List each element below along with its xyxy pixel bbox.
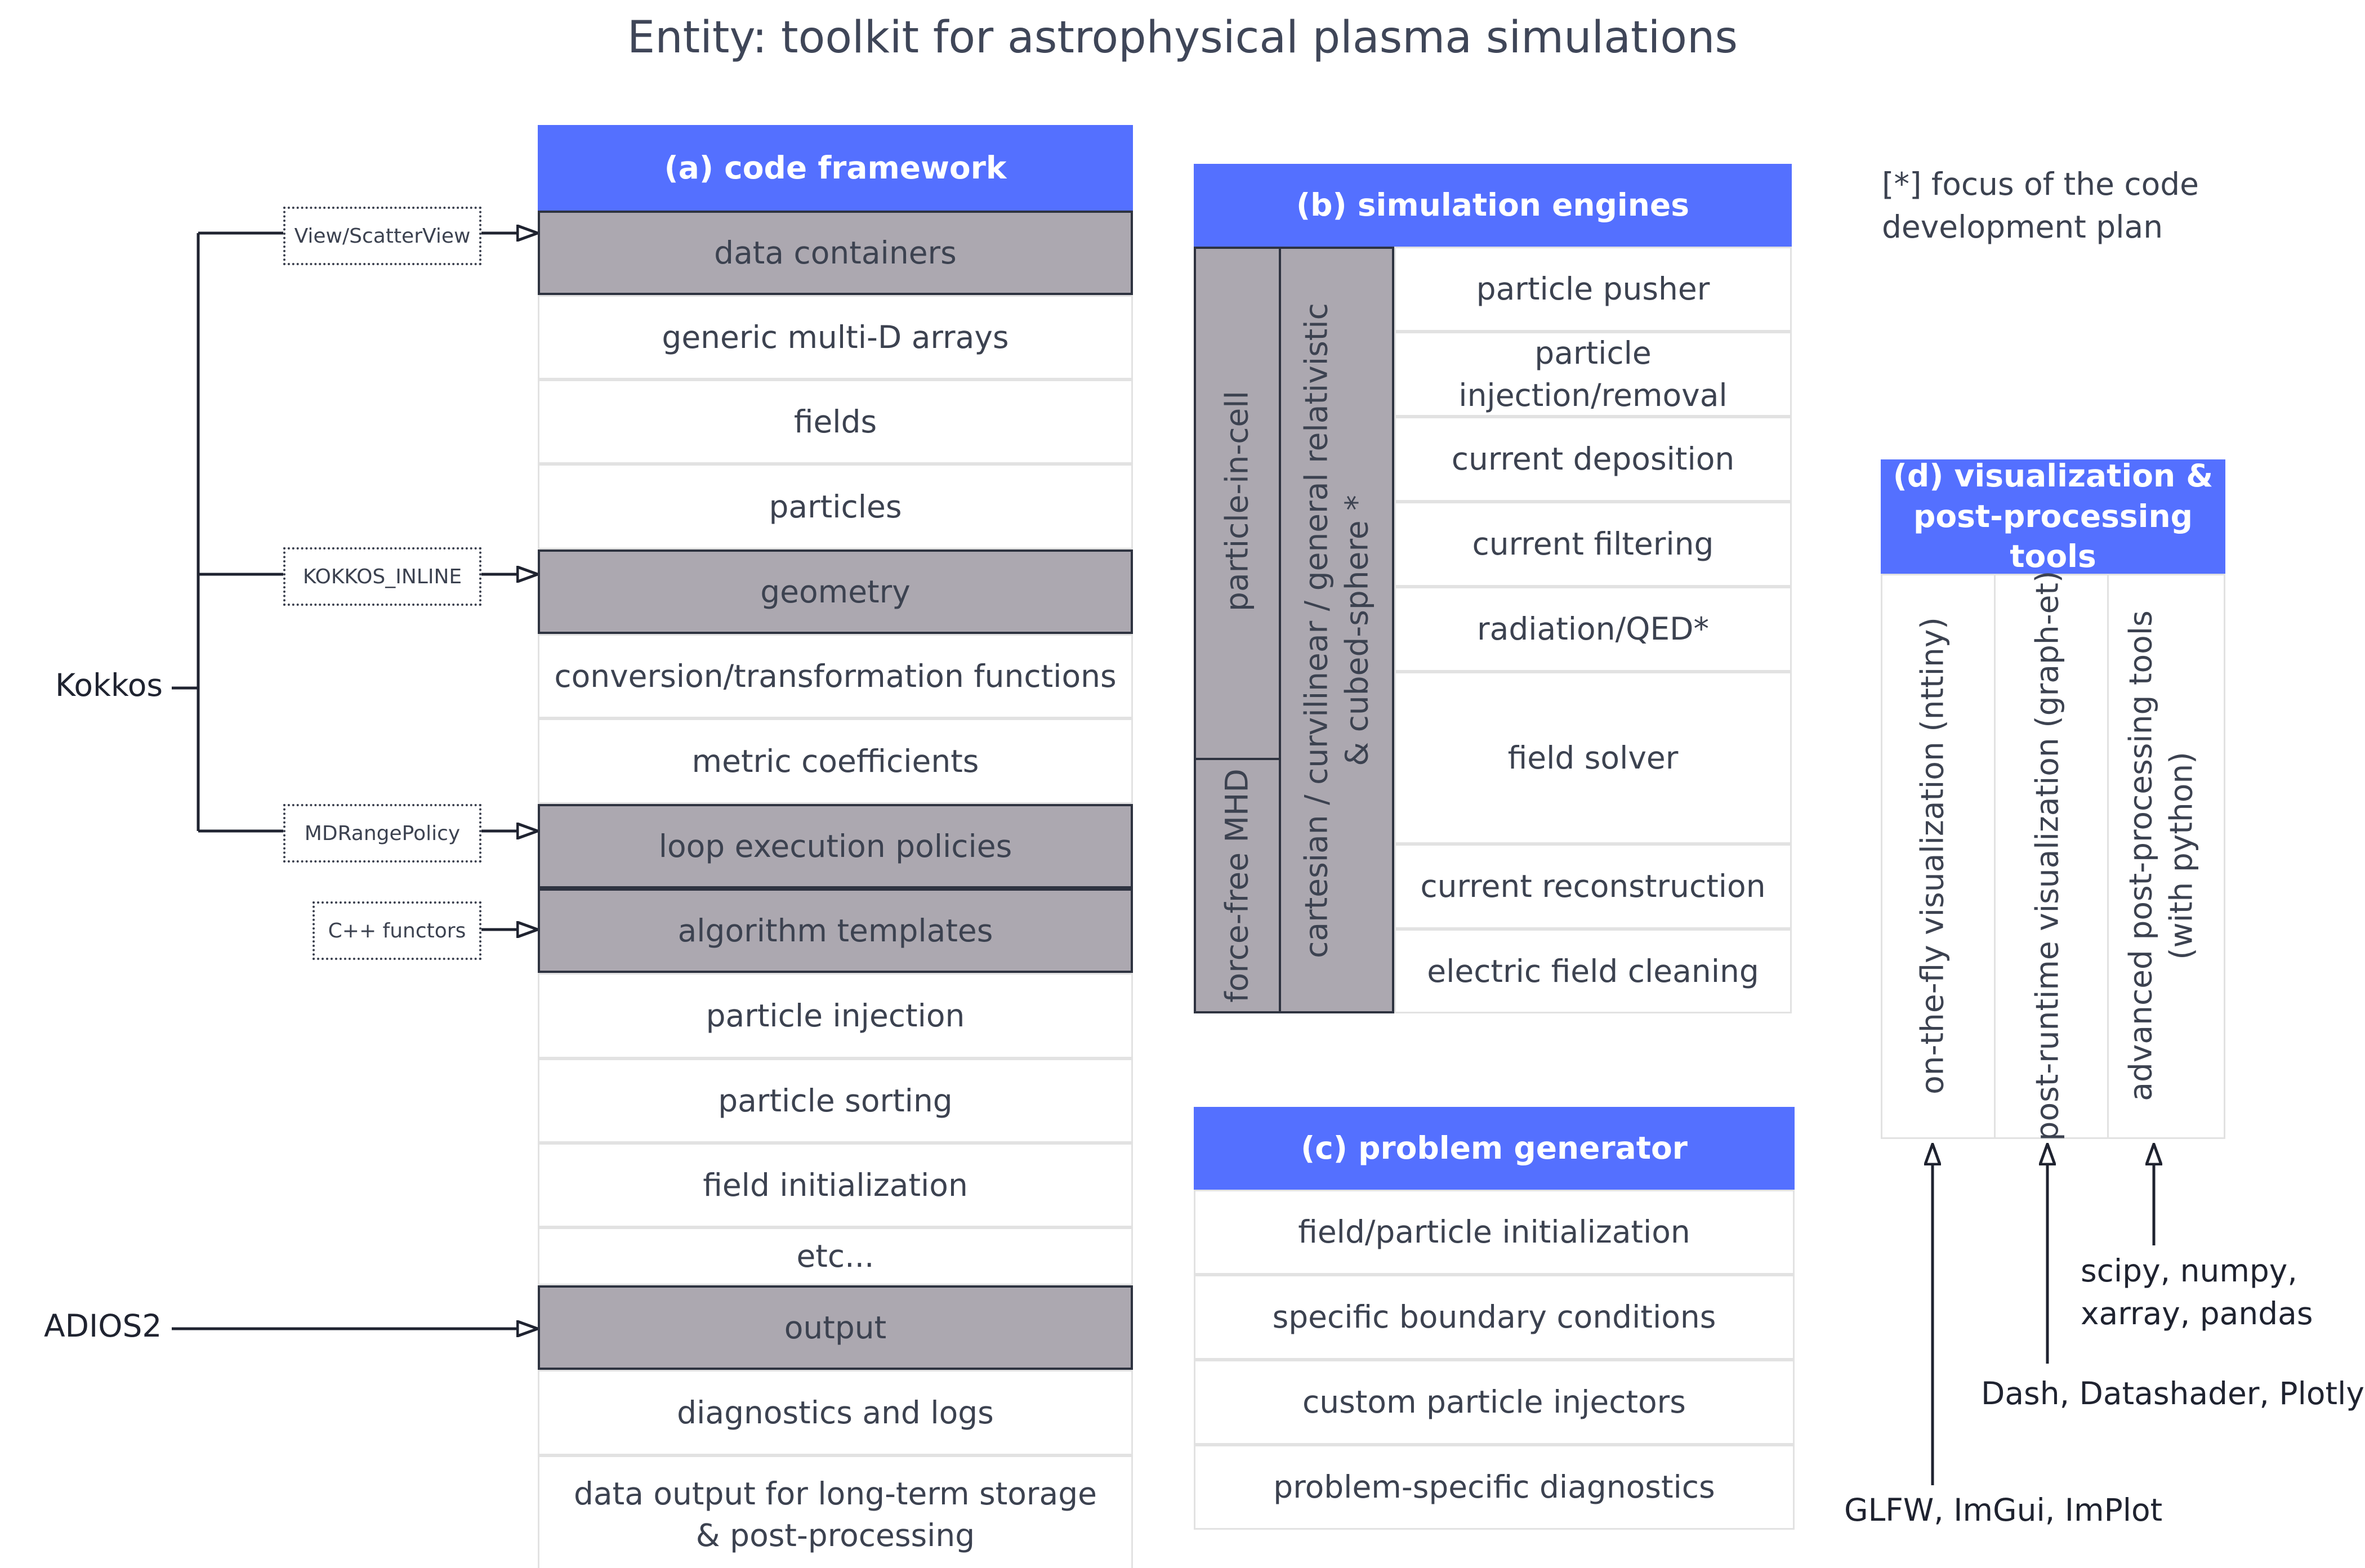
engines-row-radiation-qed: radiation/QED* bbox=[1394, 587, 1792, 672]
kokkos-label: Kokkos bbox=[55, 667, 163, 703]
engines-geometry-label: cartesian / curvilinear / general relati… bbox=[1298, 303, 1375, 958]
engines-row-field-solver: field solver bbox=[1394, 672, 1792, 844]
visualization-col-graphet bbox=[1994, 574, 2109, 1139]
engines-pic-block bbox=[1194, 247, 1281, 760]
visualization-col-nttiny-label: on-the-fly visualization (nttiny) bbox=[1914, 617, 1951, 1095]
focus-note: [*] focus of the code development plan bbox=[1882, 166, 2199, 245]
engines-ffmhd-block bbox=[1194, 758, 1281, 1013]
framework-row-diagnostics: diagnostics and logs bbox=[538, 1370, 1133, 1455]
visualization-header: (d) visualization & post-processing tool… bbox=[1881, 458, 2225, 574]
framework-row-particle-sorting: particle sorting bbox=[538, 1058, 1133, 1143]
problem-generator-row-boundary: specific boundary conditions bbox=[1194, 1275, 1795, 1360]
framework-row-data-containers: data containers bbox=[538, 211, 1133, 295]
engines-row-field-cleaning: electric field cleaning bbox=[1394, 929, 1792, 1013]
framework-row-output: output bbox=[538, 1285, 1133, 1370]
framework-row-particles: particles bbox=[538, 464, 1133, 550]
diagram-title: Entity: toolkit for astrophysical plasma… bbox=[627, 12, 1738, 63]
engines-row-current-deposition: current deposition bbox=[1394, 417, 1792, 502]
adios2-label: ADIOS2 bbox=[44, 1308, 162, 1344]
engines-geometry-block bbox=[1279, 247, 1394, 1013]
engines-row-injection-removal: particle injection/removal bbox=[1394, 332, 1792, 417]
framework-row-algorithm-templates: algorithm templates bbox=[538, 888, 1133, 973]
framework-row-metric: metric coefficients bbox=[538, 718, 1133, 804]
tag-mdrangepolicy: MDRangePolicy bbox=[283, 804, 481, 863]
engines-ffmhd-label: force-free MHD bbox=[1219, 769, 1255, 1003]
dep-dash-libs: Dash, Datashader, Plotly bbox=[1981, 1375, 2364, 1411]
framework-row-particle-injection: particle injection bbox=[538, 973, 1133, 1058]
engines-row-current-reconstruction: current reconstruction bbox=[1394, 844, 1792, 929]
framework-row-fields: fields bbox=[538, 379, 1133, 464]
dep-python-libs: scipy, numpy, xarray, pandas bbox=[2081, 1253, 2313, 1332]
visualization-col-python bbox=[2107, 574, 2225, 1139]
framework-row-geometry: geometry bbox=[538, 550, 1133, 634]
framework-row-loop-policies: loop execution policies bbox=[538, 804, 1133, 888]
visualization-col-graphet-label: post-runtime visualization (graph-et) bbox=[2029, 570, 2065, 1141]
visualization-col-python-label: advanced post-processing tools (with pyt… bbox=[2122, 610, 2199, 1101]
engines-header: (b) simulation engines bbox=[1194, 164, 1792, 247]
framework-row-data-output: data output for long-term storage & post… bbox=[538, 1455, 1133, 1568]
engines-row-particle-pusher: particle pusher bbox=[1394, 247, 1792, 332]
dep-glfw-libs: GLFW, ImGui, ImPlot bbox=[1844, 1492, 2163, 1528]
problem-generator-row-diagnostics: problem-specific diagnostics bbox=[1194, 1445, 1795, 1530]
tag-kokkos-inline: KOKKOS_INLINE bbox=[283, 547, 481, 606]
framework-row-field-init: field initialization bbox=[538, 1143, 1133, 1227]
tag-view-scatterview: View/ScatterView bbox=[283, 207, 481, 265]
problem-generator-row-injectors: custom particle injectors bbox=[1194, 1360, 1795, 1445]
framework-row-multid-arrays: generic multi-D arrays bbox=[538, 295, 1133, 379]
framework-row-etc: etc... bbox=[538, 1227, 1133, 1285]
framework-row-conversion: conversion/transformation functions bbox=[538, 634, 1133, 718]
engines-row-current-filtering: current filtering bbox=[1394, 502, 1792, 587]
problem-generator-row-init: field/particle initialization bbox=[1194, 1190, 1795, 1275]
tag-cpp-functors: C++ functors bbox=[313, 901, 481, 960]
framework-header: (a) code framework bbox=[538, 125, 1133, 211]
problem-generator-header: (c) problem generator bbox=[1194, 1107, 1795, 1190]
engines-pic-label: particle-in-cell bbox=[1219, 391, 1255, 611]
